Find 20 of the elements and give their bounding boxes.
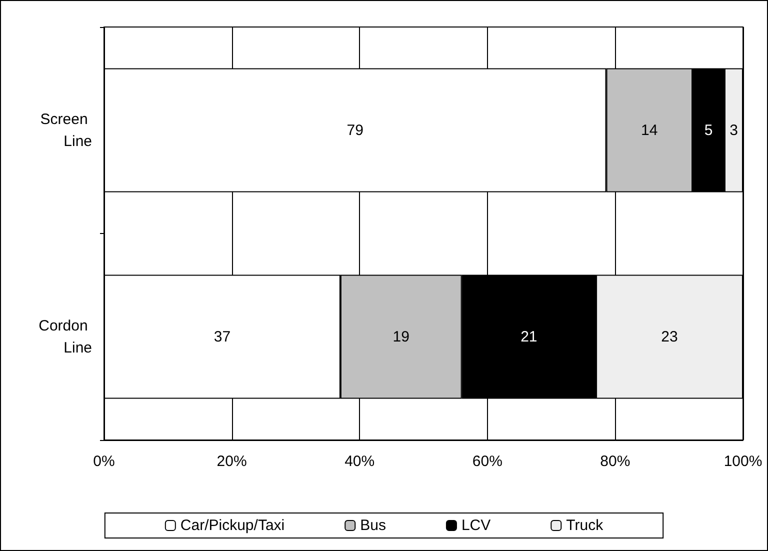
x-tick-label: 40%: [344, 453, 375, 470]
x-tick-label: 80%: [600, 453, 630, 470]
x-tick-label: 60%: [472, 453, 502, 470]
data-label: 14: [641, 122, 658, 139]
data-label: 37: [214, 328, 231, 346]
y-tick-label: Screen Line: [40, 110, 92, 150]
x-tick-label: 0%: [93, 453, 115, 470]
data-label: 19: [392, 328, 410, 346]
data-label: 23: [661, 328, 678, 346]
x-tick-label: 100%: [724, 453, 762, 470]
legend-label: Car/Pickup/Taxi: [180, 517, 285, 534]
legend-label: Truck: [566, 517, 604, 534]
legend-label: LCV: [461, 517, 491, 534]
data-label: 5: [704, 122, 713, 139]
data-label: 21: [520, 328, 538, 346]
data-label: 3: [730, 122, 738, 139]
y-tick-label: Cordon Line: [38, 317, 92, 356]
data-label: 79: [346, 122, 364, 139]
x-tick-label: 20%: [216, 453, 247, 470]
legend-label: Bus: [360, 517, 386, 534]
